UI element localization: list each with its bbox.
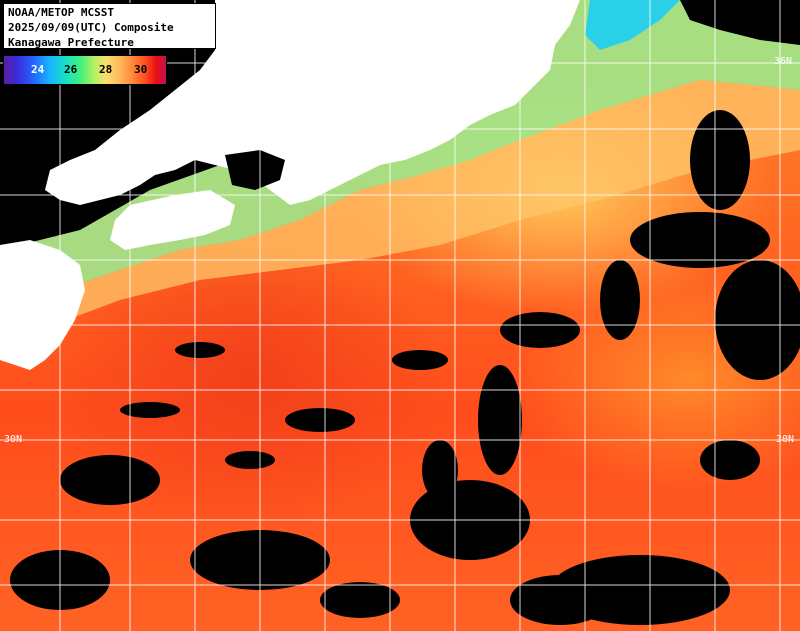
lon-label-136e: 136E (320, 2, 331, 27)
title-box: NOAA/METOP MCSST 2025/09/09(UTC) Composi… (3, 3, 216, 49)
land-kyushu (0, 240, 85, 370)
colorbar-tick-28: 28 (99, 63, 113, 76)
cold-water-northeast (585, 0, 680, 50)
lat-label-30n-left: 30N (4, 434, 23, 445)
lat-label-30n-right: 30N (776, 434, 795, 445)
warm-transition-band (0, 80, 800, 340)
cloud-kii (225, 150, 285, 190)
title-line-2: 2025/09/09(UTC) Composite (8, 21, 174, 34)
colorbar-tick-24: 24 (31, 63, 45, 76)
lat-label-36n: 36N (774, 56, 793, 67)
colorbar-tick-30: 30 (134, 63, 148, 76)
colorbar-tick-26: 26 (64, 63, 78, 76)
colorbar-gradient (3, 55, 167, 85)
cloud-patches (10, 110, 800, 625)
land-honshu (45, 0, 580, 205)
cloud-northeast (680, 0, 800, 45)
title-line-1: NOAA/METOP MCSST (8, 6, 114, 19)
title-line-3: Kanagawa Prefecture (8, 36, 134, 49)
land-shikoku (110, 190, 235, 250)
sst-colorbar: 24 26 28 30 (3, 55, 167, 85)
